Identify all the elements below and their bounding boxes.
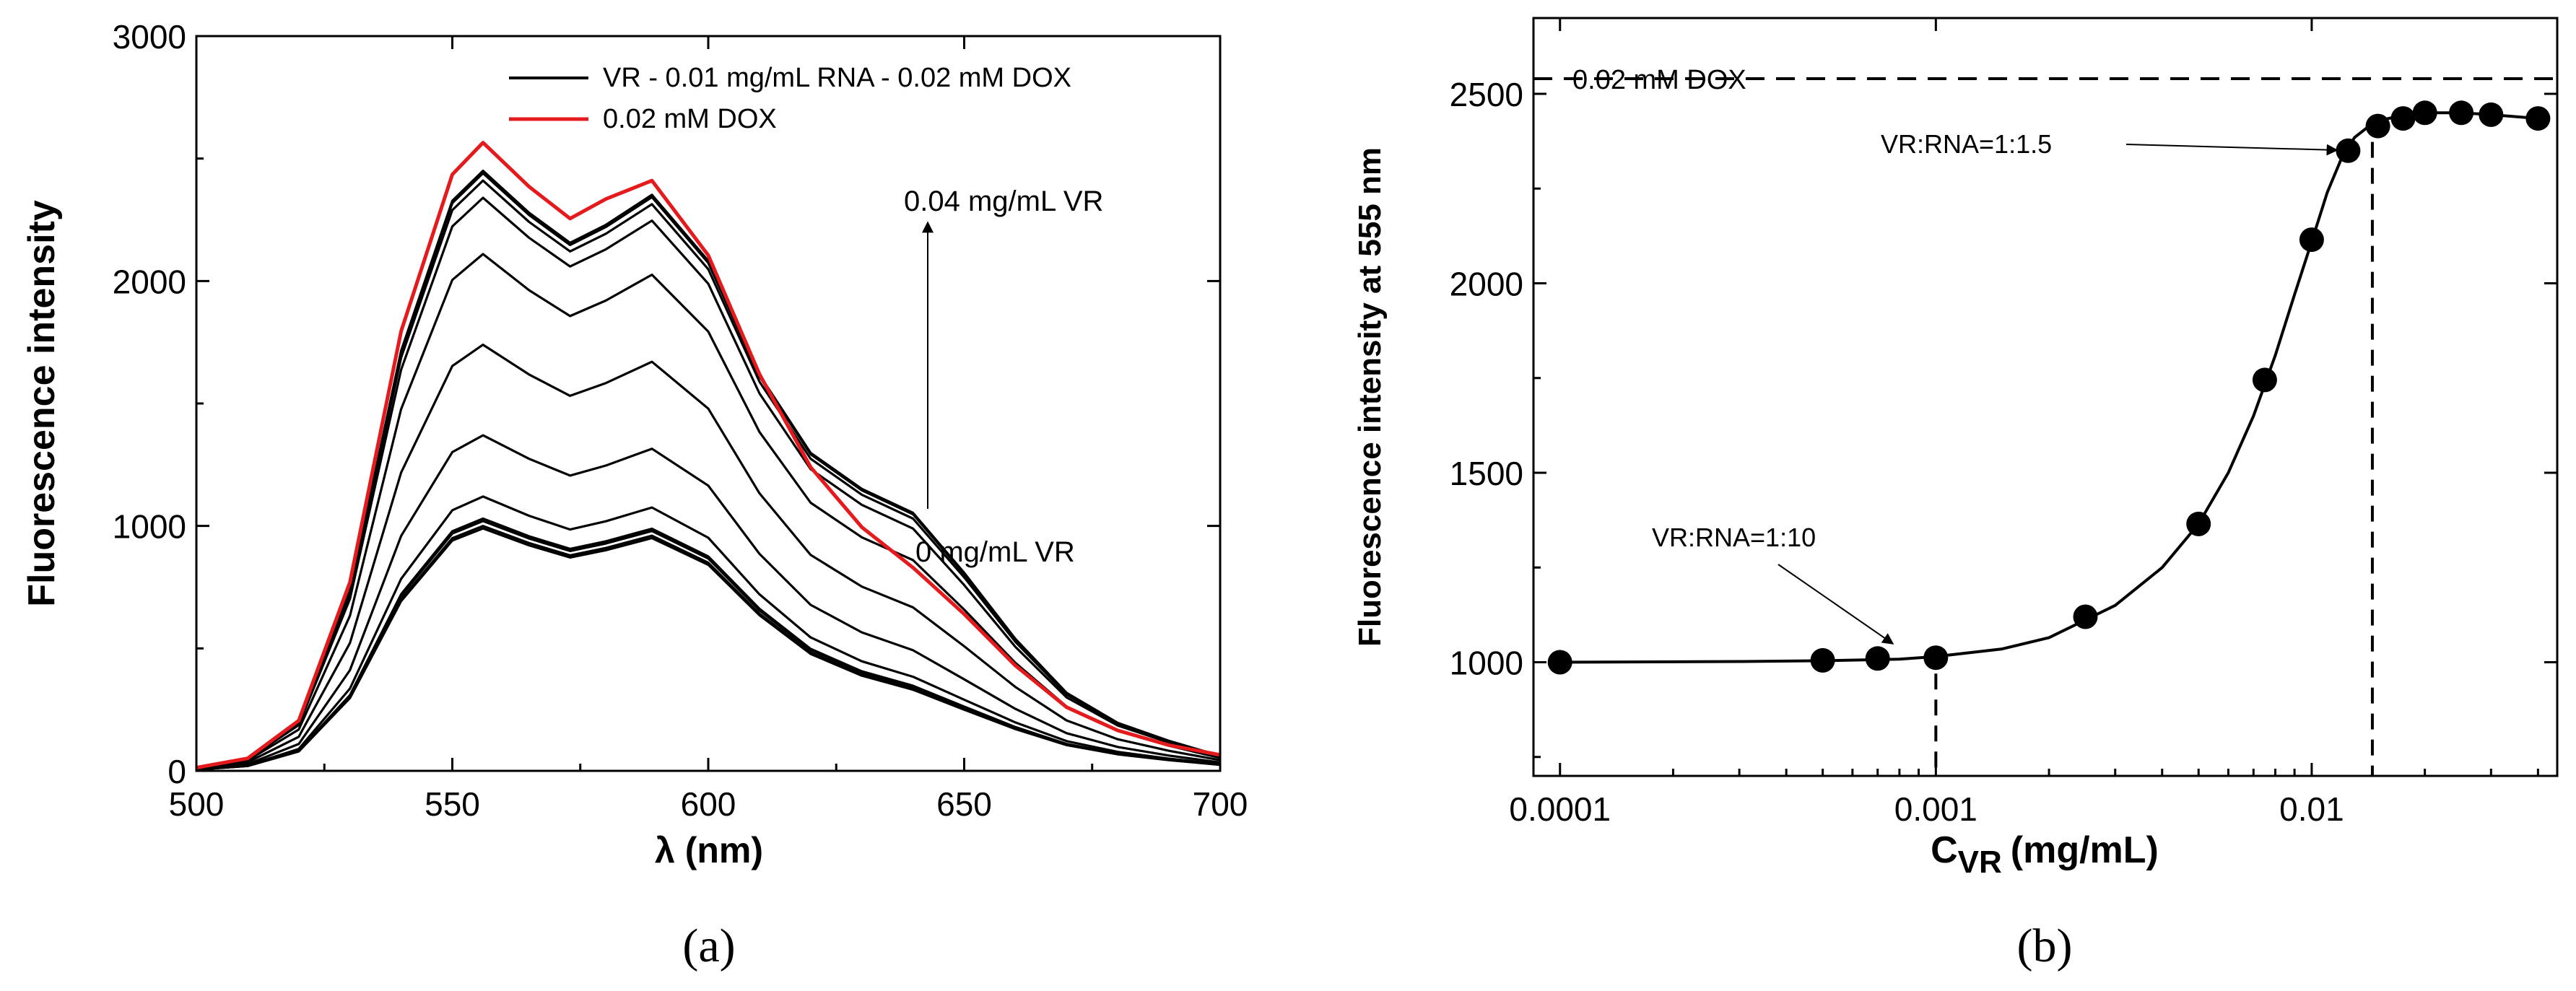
data-point-9 — [2365, 113, 2390, 139]
spectrum-vr-4 — [196, 495, 1220, 771]
chart-a: 500 550 600 650 700 0 1000 2000 3000 VR - 0.01 … — [21, 18, 1248, 972]
spectrum-vr-8 — [196, 196, 1220, 769]
x-tick-label-1: 0.001 — [1894, 790, 1977, 828]
legend-label-red: 0.02 mM DOX — [603, 104, 777, 134]
reference-line-label: 0.02 mM DOX — [1572, 65, 1746, 95]
chart-b: 0.0001 0.001 0.01 1000 1500 2000 2500 0.02 mM… — [1352, 17, 2559, 972]
y-tick-label-2: 2000 — [113, 263, 186, 300]
chart-b-plot-area — [1533, 77, 2557, 776]
chart-b-y-axis: 1000 1500 2000 2500 — [1450, 76, 2557, 759]
panel-caption-b: (b) — [2017, 920, 2073, 972]
chart-a-y-axis: 0 1000 2000 3000 — [113, 18, 1220, 790]
x-tick-label-0: 0.0001 — [1509, 790, 1611, 828]
chart-a-plot-area — [196, 141, 1220, 771]
spectrum-vr-11 — [196, 170, 1220, 769]
annotation-top: 0.04 mg/mL VR — [904, 185, 1103, 217]
x-tick-label-2: 0.01 — [2279, 790, 2344, 828]
chart-b-xlabel: CVR (mg/mL) — [1931, 829, 2159, 880]
chart-b-frame — [1532, 17, 2559, 777]
data-point-14 — [2525, 106, 2551, 131]
spectrum-vr-3 — [196, 517, 1220, 771]
y-tick-label-2: 2000 — [1450, 266, 1523, 303]
data-point-13 — [2479, 102, 2504, 127]
chart-a-legend: VR - 0.01 mg/mL RNA - 0.02 mM DOX 0.02 m… — [509, 63, 1071, 134]
x-tick-label-4: 700 — [1193, 785, 1248, 823]
spectrum-vr-5 — [196, 434, 1220, 771]
annotation-bottom: 0 mg/mL VR — [915, 536, 1075, 568]
chart-a-x-axis: 500 550 600 650 700 — [169, 36, 1248, 823]
data-point-4 — [2073, 604, 2098, 629]
data-point-12 — [2449, 100, 2474, 126]
chart-b-xlabel-unit: (mg/mL) — [2011, 829, 2159, 871]
chart-b-xlabel-sub: VR — [1958, 844, 2002, 880]
x-tick-label-3: 650 — [936, 785, 992, 823]
y-tick-label-1: 1000 — [113, 508, 186, 546]
spectrum-vr-6 — [196, 344, 1220, 770]
data-point-3 — [1923, 645, 1949, 671]
chart-a-xlabel: λ (nm) — [655, 830, 763, 870]
y-tick-label-3: 2500 — [1450, 76, 1523, 113]
chart-b-x-axis: 0.0001 0.001 0.01 — [1509, 18, 2539, 828]
panel-caption-a: (a) — [682, 920, 735, 972]
chart-a-ylabel: Fluorescence intensity — [21, 200, 63, 607]
data-point-7 — [2299, 227, 2324, 253]
annotation-ratio-low: VR:RNA=1:10 — [1652, 523, 1816, 552]
data-point-11 — [2412, 100, 2437, 126]
chart-a-frame — [195, 35, 1222, 772]
x-tick-label-2: 600 — [681, 785, 736, 823]
data-point-6 — [2252, 367, 2277, 393]
data-point-0 — [1547, 650, 1572, 675]
data-point-2 — [1865, 646, 1890, 671]
annotation-arrow-low — [1777, 564, 1894, 645]
chart-b-xlabel-main: C — [1931, 829, 1958, 871]
legend-label-black: VR - 0.01 mg/mL RNA - 0.02 mM DOX — [603, 63, 1071, 93]
x-tick-label-0: 500 — [169, 785, 225, 823]
spectrum-vr-7 — [196, 253, 1220, 769]
data-point-5 — [2186, 511, 2211, 536]
spectrum-vr-9 — [196, 179, 1220, 769]
fit-curve — [1559, 111, 2538, 664]
data-point-1 — [1810, 647, 1835, 673]
y-tick-label-3: 3000 — [113, 18, 186, 56]
annotation-ratio-high: VR:RNA=1:1.5 — [1881, 129, 2052, 159]
y-tick-label-0: 1000 — [1450, 645, 1523, 682]
y-tick-label-0: 0 — [167, 753, 186, 790]
y-tick-label-1: 1500 — [1450, 455, 1523, 492]
chart-b-ylabel: Fluorescence intensity at 555 nm — [1352, 147, 1388, 647]
x-tick-label-1: 550 — [425, 785, 480, 823]
series-dox-0 — [196, 141, 1220, 770]
data-point-10 — [2390, 106, 2416, 131]
annotation-arrow-high — [2125, 144, 2338, 156]
data-point-8 — [2336, 138, 2361, 163]
